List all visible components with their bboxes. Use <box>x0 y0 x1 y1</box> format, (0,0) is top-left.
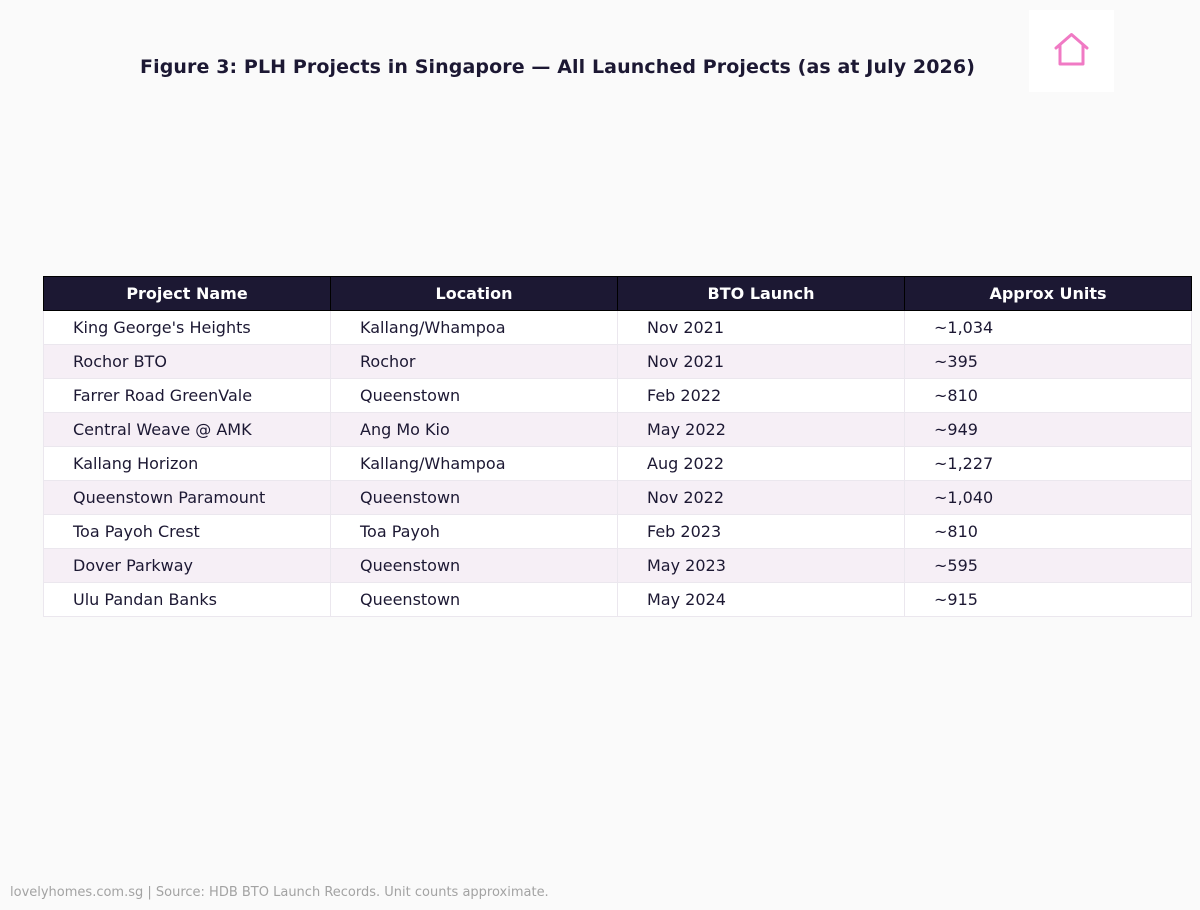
table-row: Ulu Pandan Banks Queenstown May 2024 ~915 <box>43 582 1192 617</box>
location-cell: Queenstown <box>330 378 618 413</box>
project-name-cell: Queenstown Paramount <box>43 480 331 515</box>
project-name-cell: Dover Parkway <box>43 548 331 583</box>
units-cell: ~395 <box>904 344 1192 379</box>
footer-source-note: lovelyhomes.com.sg | Source: HDB BTO Lau… <box>10 885 549 900</box>
project-name-cell: Rochor BTO <box>43 344 331 379</box>
project-name-cell: Toa Payoh Crest <box>43 514 331 549</box>
launch-date-cell: Aug 2022 <box>617 446 905 481</box>
table-row: King George's Heights Kallang/Whampoa Nov … <box>43 310 1192 345</box>
column-header: Location <box>330 276 618 311</box>
project-name-cell: Ulu Pandan Banks <box>43 582 331 617</box>
units-cell: ~810 <box>904 378 1192 413</box>
table-row: Central Weave @ AMK Ang Mo Kio May 2022 ~94… <box>43 412 1192 447</box>
location-cell: Toa Payoh <box>330 514 618 549</box>
location-cell: Rochor <box>330 344 618 379</box>
launch-date-cell: Feb 2023 <box>617 514 905 549</box>
launch-date-cell: Feb 2022 <box>617 378 905 413</box>
table-row: Dover Parkway Queenstown May 2023 ~595 <box>43 548 1192 583</box>
location-cell: Queenstown <box>330 548 618 583</box>
project-name-cell: Central Weave @ AMK <box>43 412 331 447</box>
table-header-row: Project Name Location BTO Launch Approx … <box>43 276 1192 311</box>
launch-date-cell: Nov 2021 <box>617 344 905 379</box>
units-cell: ~1,227 <box>904 446 1192 481</box>
projects-table: Project Name Location BTO Launch Approx … <box>43 276 1192 617</box>
launch-date-cell: Nov 2021 <box>617 310 905 345</box>
project-name-cell: Kallang Horizon <box>43 446 331 481</box>
location-cell: Queenstown <box>330 480 618 515</box>
figure-title: Figure 3: PLH Projects in Singapore — Al… <box>140 56 975 78</box>
launch-date-cell: Nov 2022 <box>617 480 905 515</box>
location-cell: Queenstown <box>330 582 618 617</box>
units-cell: ~595 <box>904 548 1192 583</box>
column-header: Approx Units <box>904 276 1192 311</box>
location-cell: Ang Mo Kio <box>330 412 618 447</box>
table-row: Toa Payoh Crest Toa Payoh Feb 2023 ~810 <box>43 514 1192 549</box>
units-cell: ~1,040 <box>904 480 1192 515</box>
project-name-cell: King George's Heights <box>43 310 331 345</box>
project-name-cell: Farrer Road GreenVale <box>43 378 331 413</box>
launch-date-cell: May 2022 <box>617 412 905 447</box>
launch-date-cell: May 2023 <box>617 548 905 583</box>
location-cell: Kallang/Whampoa <box>330 310 618 345</box>
units-cell: ~915 <box>904 582 1192 617</box>
units-cell: ~810 <box>904 514 1192 549</box>
column-header: Project Name <box>43 276 331 311</box>
logo <box>1029 10 1114 92</box>
table-row: Kallang Horizon Kallang/Whampoa Aug 2022 ~1… <box>43 446 1192 481</box>
table-body: King George's Heights Kallang/Whampoa Nov … <box>43 310 1192 617</box>
units-cell: ~1,034 <box>904 310 1192 345</box>
location-cell: Kallang/Whampoa <box>330 446 618 481</box>
table-row: Queenstown Paramount Queenstown Nov 2022 ~1… <box>43 480 1192 515</box>
launch-date-cell: May 2024 <box>617 582 905 617</box>
table-row: Farrer Road GreenVale Queenstown Feb 2022 ~… <box>43 378 1192 413</box>
table-row: Rochor BTO Rochor Nov 2021 ~395 <box>43 344 1192 379</box>
column-header: BTO Launch <box>617 276 905 311</box>
units-cell: ~949 <box>904 412 1192 447</box>
house-outline-icon <box>1054 33 1089 66</box>
